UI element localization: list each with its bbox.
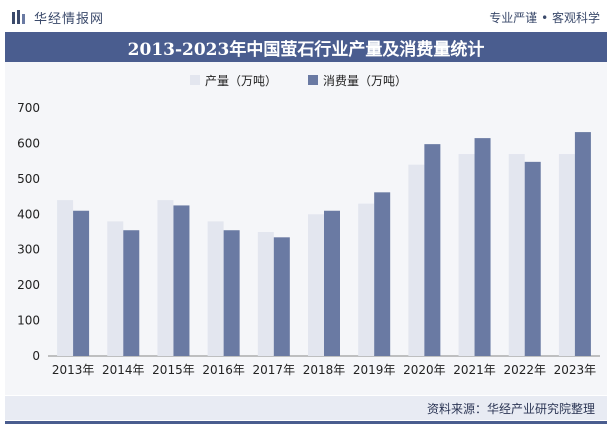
- chart-title: 2013-2023年中国萤石行业产量及消费量统计: [127, 39, 485, 60]
- x-tick-label: 2020年: [403, 363, 446, 377]
- y-tick-label: 500: [17, 172, 40, 186]
- legend-swatch-production: [190, 75, 200, 85]
- bar-consumption: [424, 144, 441, 356]
- x-tick-label: 2022年: [503, 363, 546, 377]
- bar-production: [57, 200, 74, 356]
- bar-consumption: [524, 161, 541, 356]
- x-tick-label: 2013年: [52, 363, 95, 377]
- bottom-rule: [5, 421, 607, 424]
- bar-consumption: [73, 210, 90, 356]
- y-tick-label: 300: [17, 243, 40, 257]
- top-bar: 华经情报网 专业严谨 • 客观科学: [0, 0, 612, 32]
- legend-label-production: 产量（万吨）: [205, 74, 277, 88]
- bar-consumption: [223, 230, 240, 356]
- footer: 资料来源：华经产业研究院整理: [5, 396, 607, 420]
- source-note: 资料来源：华经产业研究院整理: [426, 402, 595, 416]
- y-tick-label: 200: [17, 278, 40, 292]
- x-tick-label: 2014年: [102, 363, 145, 377]
- bar-chart: 产量（万吨） 消费量（万吨） 0 100 200 300 400 500 600 700 201…: [17, 74, 600, 377]
- bars: [57, 132, 591, 356]
- bar-production: [558, 154, 575, 356]
- legend-swatch-consumption: [308, 75, 318, 85]
- bar-production: [257, 232, 274, 356]
- bar-production: [308, 214, 324, 356]
- x-tick-label: 2017年: [253, 363, 296, 377]
- y-tick-label: 100: [17, 314, 40, 328]
- brand[interactable]: 华经情报网: [12, 8, 105, 27]
- axes: 0 100 200 300 400 500 600 700 2013年 2014年 2015年 201…: [17, 101, 600, 377]
- x-tick-label: 2018年: [303, 363, 346, 377]
- bar-production: [358, 203, 375, 356]
- bar-consumption: [273, 237, 290, 356]
- bar-production: [207, 221, 224, 356]
- bar-consumption: [324, 210, 340, 356]
- bar-production: [157, 200, 174, 356]
- x-tick-label: 2016年: [202, 363, 245, 377]
- logo-icon: [12, 10, 25, 24]
- legend-label-consumption: 消费量（万吨）: [323, 74, 407, 88]
- x-tick-label: 2021年: [453, 363, 496, 377]
- bar-consumption: [123, 230, 140, 356]
- bar-production: [408, 164, 425, 356]
- y-tick-label: 700: [17, 101, 40, 115]
- bar-consumption: [574, 132, 591, 356]
- y-tick-label: 0: [32, 349, 40, 363]
- y-tick-label: 600: [17, 136, 40, 150]
- bar-production: [508, 154, 525, 356]
- plot-frame: [5, 62, 607, 395]
- x-tick-label: 2023年: [554, 363, 597, 377]
- brand-name: 华经情报网: [34, 11, 105, 27]
- bar-consumption: [474, 138, 491, 356]
- y-tick-label: 400: [17, 207, 40, 221]
- title-band: 2013-2023年中国萤石行业产量及消费量统计: [5, 32, 607, 62]
- tagline: 专业严谨 • 客观科学: [489, 11, 600, 25]
- bar-consumption: [173, 205, 190, 356]
- legend: 产量（万吨） 消费量（万吨）: [190, 74, 407, 88]
- bar-production: [107, 221, 124, 356]
- x-tick-label: 2015年: [152, 363, 195, 377]
- bar-consumption: [374, 192, 391, 356]
- bar-production: [458, 154, 475, 356]
- x-tick-label: 2019年: [353, 363, 396, 377]
